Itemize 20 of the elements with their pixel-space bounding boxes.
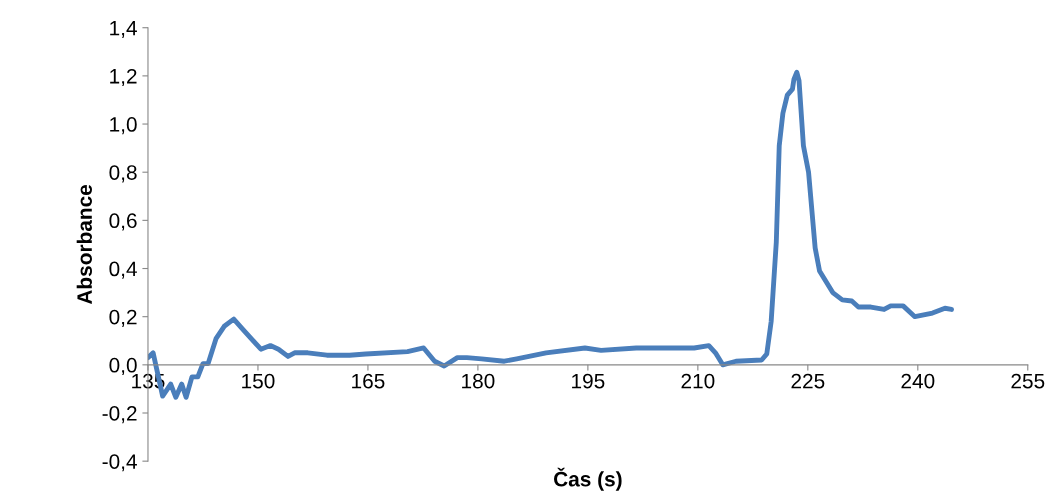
x-tick-label: 150	[242, 373, 275, 389]
x-tick-label: 165	[352, 373, 385, 389]
y-tick-label: -0,2	[102, 406, 137, 424]
y-tick-label: -0,4	[102, 454, 137, 472]
x-tick-label: 210	[681, 373, 715, 389]
y-tick-label: 0,6	[109, 213, 137, 231]
y-tick-label: 0,8	[109, 165, 137, 183]
y-tick-label: 0,4	[109, 261, 137, 279]
x-tick-label: 180	[462, 373, 495, 389]
y-axis-title: Absorbance	[76, 184, 92, 305]
y-tick-label: 1,2	[110, 68, 137, 87]
y-tick-label: 0,0	[109, 357, 137, 376]
x-tick-label: 255	[1011, 373, 1045, 389]
y-tick-label: 1,4	[110, 20, 137, 38]
x-tick-label: 240	[901, 373, 935, 389]
y-tick-label: 1,0	[110, 117, 137, 135]
x-tick-label: 225	[791, 373, 825, 389]
y-tick-label: 0,2	[109, 309, 137, 327]
x-tick-label: 195	[572, 373, 605, 389]
x-axis-title: Čas (s)	[554, 467, 622, 491]
